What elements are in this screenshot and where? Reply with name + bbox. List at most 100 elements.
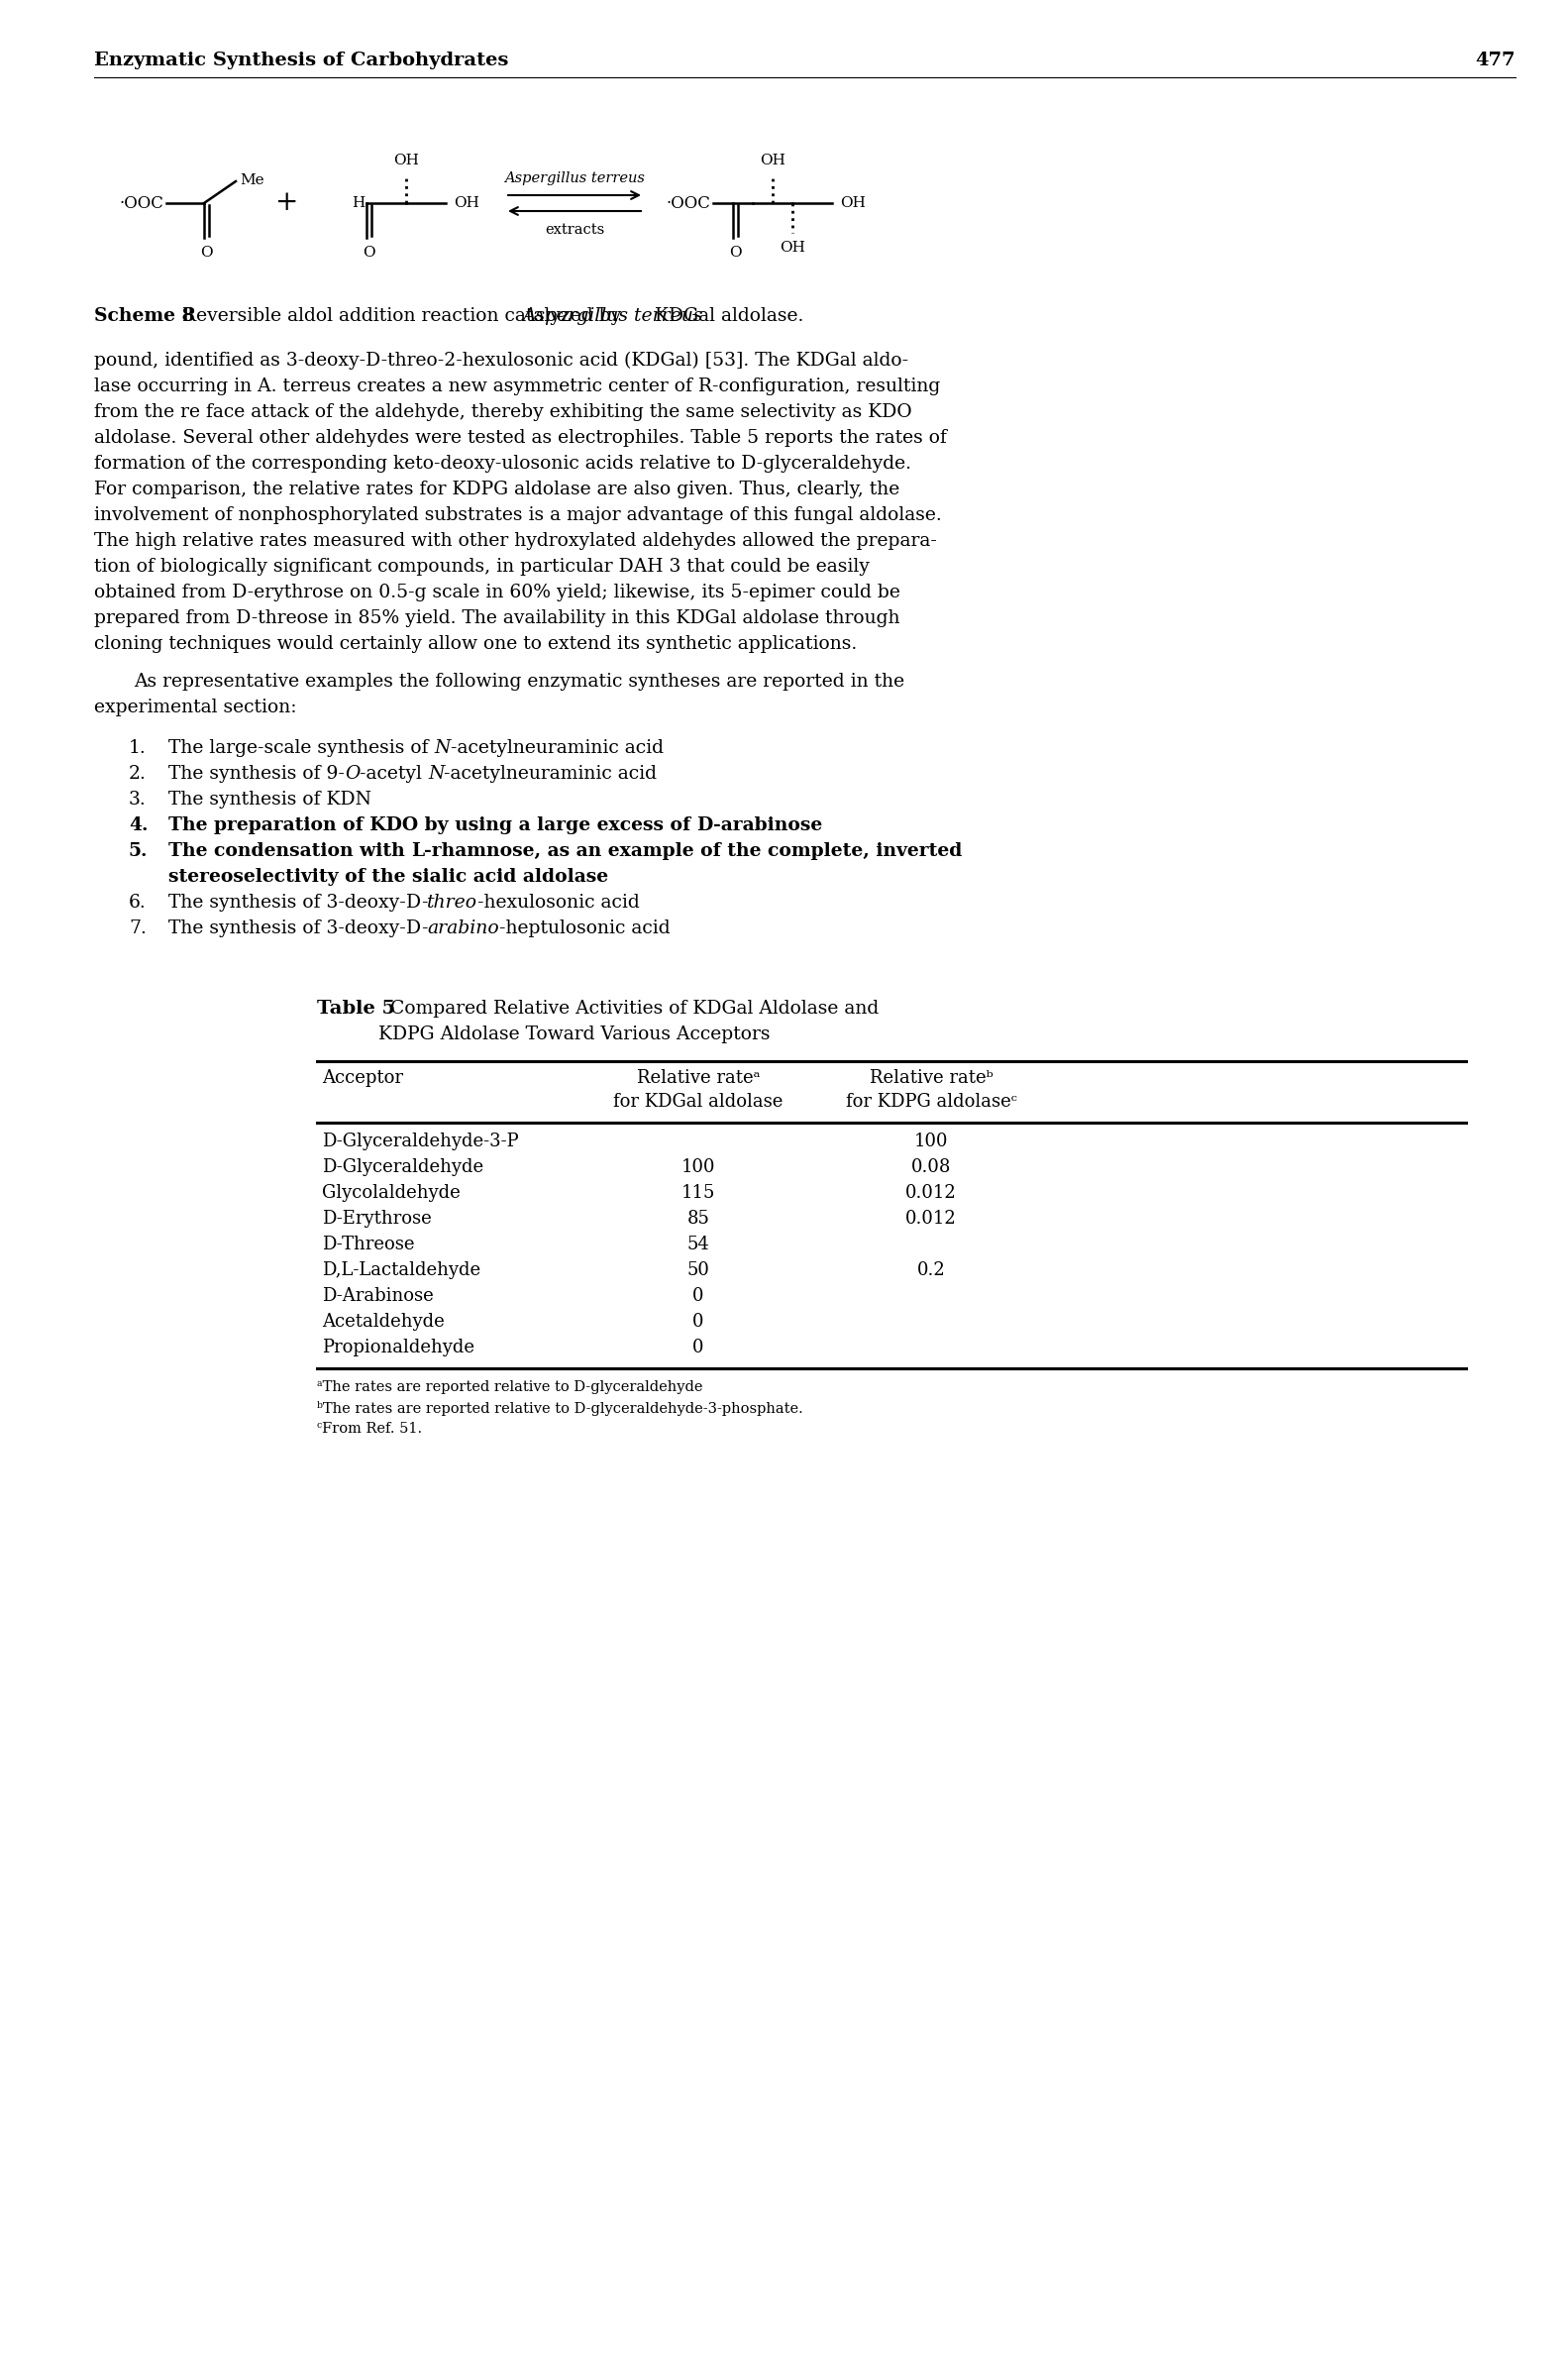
Text: Relative rateᵇ: Relative rateᵇ xyxy=(869,1070,993,1087)
Text: OH: OH xyxy=(453,195,480,209)
Text: The high relative rates measured with other hydroxylated aldehydes allowed the p: The high relative rates measured with ot… xyxy=(94,533,938,549)
Text: The large-scale synthesis of: The large-scale synthesis of xyxy=(168,740,434,756)
Text: D-Glyceraldehyde-3-P: D-Glyceraldehyde-3-P xyxy=(321,1132,519,1151)
Text: +: + xyxy=(276,190,299,216)
Text: Aspergillus terreus: Aspergillus terreus xyxy=(522,307,702,326)
Text: OH: OH xyxy=(760,155,786,166)
Text: L: L xyxy=(411,842,425,861)
Text: prepared from D-threose in 85% yield. The availability in this KDGal aldolase th: prepared from D-threose in 85% yield. Th… xyxy=(94,609,900,628)
Text: N: N xyxy=(428,766,444,782)
Text: ·OOC: ·OOC xyxy=(666,195,710,212)
Text: arabino: arabino xyxy=(428,920,499,937)
Text: D-Arabinose: D-Arabinose xyxy=(321,1286,434,1306)
Text: 477: 477 xyxy=(1475,52,1516,69)
Text: 4.: 4. xyxy=(129,816,147,835)
Text: OH: OH xyxy=(779,240,806,254)
Text: experimental section:: experimental section: xyxy=(94,699,296,716)
Text: 50: 50 xyxy=(687,1260,710,1279)
Text: -: - xyxy=(420,894,428,911)
Text: 54: 54 xyxy=(687,1237,710,1253)
Text: Enzymatic Synthesis of Carbohydrates: Enzymatic Synthesis of Carbohydrates xyxy=(94,52,508,69)
Text: O: O xyxy=(729,245,742,259)
Text: 0.012: 0.012 xyxy=(905,1184,956,1201)
Text: stereoselectivity of the sialic acid aldolase: stereoselectivity of the sialic acid ald… xyxy=(168,868,608,885)
Text: involvement of nonphosphorylated substrates is a major advantage of this fungal : involvement of nonphosphorylated substra… xyxy=(94,507,942,523)
Text: Relative rateᵃ: Relative rateᵃ xyxy=(637,1070,760,1087)
Text: pound, identified as 3-deoxy-D-threo-2-hexulosonic acid (KDGal) [53]. The KDGal : pound, identified as 3-deoxy-D-threo-2-h… xyxy=(94,352,908,371)
Text: The synthesis of KDN: The synthesis of KDN xyxy=(168,789,372,809)
Text: -arabinose: -arabinose xyxy=(713,816,822,835)
Text: The synthesis of 3-deoxy-: The synthesis of 3-deoxy- xyxy=(168,894,406,911)
Text: 0.012: 0.012 xyxy=(905,1210,956,1227)
Text: Compared Relative Activities of KDGal Aldolase and: Compared Relative Activities of KDGal Al… xyxy=(378,999,878,1018)
Text: Me: Me xyxy=(240,174,263,188)
Text: H: H xyxy=(351,195,364,209)
Text: -acetylneuraminic acid: -acetylneuraminic acid xyxy=(450,740,663,756)
Text: D-Threose: D-Threose xyxy=(321,1237,414,1253)
Text: aldolase. Several other aldehydes were tested as electrophiles. Table 5 reports : aldolase. Several other aldehydes were t… xyxy=(94,428,947,447)
Text: 0: 0 xyxy=(693,1313,704,1332)
Text: extracts: extracts xyxy=(544,224,604,238)
Text: -acetylneuraminic acid: -acetylneuraminic acid xyxy=(444,766,657,782)
Text: D-Erythrose: D-Erythrose xyxy=(321,1210,431,1227)
Text: -hexulosonic acid: -hexulosonic acid xyxy=(478,894,640,911)
Text: -rhamnose, as an example of the complete, inverted: -rhamnose, as an example of the complete… xyxy=(425,842,963,861)
Text: N: N xyxy=(434,740,450,756)
Text: Acceptor: Acceptor xyxy=(321,1070,403,1087)
Text: Propionaldehyde: Propionaldehyde xyxy=(321,1339,475,1355)
Text: 7.: 7. xyxy=(129,920,146,937)
Text: 0: 0 xyxy=(693,1339,704,1355)
Text: OH: OH xyxy=(840,195,866,209)
Text: formation of the corresponding keto-deoxy-ulosonic acids relative to D-glycerald: formation of the corresponding keto-deox… xyxy=(94,454,911,473)
Text: As representative examples the following enzymatic syntheses are reported in the: As representative examples the following… xyxy=(133,673,905,690)
Text: O: O xyxy=(199,245,212,259)
Text: 6.: 6. xyxy=(129,894,146,911)
Text: ·OOC: ·OOC xyxy=(119,195,163,212)
Text: D: D xyxy=(696,816,713,835)
Text: 0: 0 xyxy=(693,1286,704,1306)
Text: For comparison, the relative rates for KDPG aldolase are also given. Thus, clear: For comparison, the relative rates for K… xyxy=(94,480,900,499)
Text: Reversible aldol addition reaction catalyzed by: Reversible aldol addition reaction catal… xyxy=(171,307,627,326)
Text: 1.: 1. xyxy=(129,740,146,756)
Text: 2.: 2. xyxy=(129,766,146,782)
Text: ᶜFrom Ref. 51.: ᶜFrom Ref. 51. xyxy=(317,1422,422,1436)
Text: OH: OH xyxy=(394,155,419,166)
Text: 115: 115 xyxy=(681,1184,715,1201)
Text: ᵇThe rates are reported relative to D-glyceraldehyde-3-phosphate.: ᵇThe rates are reported relative to D-gl… xyxy=(317,1401,803,1415)
Text: Scheme 8: Scheme 8 xyxy=(94,307,194,326)
Text: Table 5: Table 5 xyxy=(317,999,395,1018)
Text: The synthesis of 9-: The synthesis of 9- xyxy=(168,766,345,782)
Text: Glycolaldehyde: Glycolaldehyde xyxy=(321,1184,461,1201)
Text: 100: 100 xyxy=(914,1132,949,1151)
Text: obtained from D-erythrose on 0.5-g scale in 60% yield; likewise, its 5-epimer co: obtained from D-erythrose on 0.5-g scale… xyxy=(94,583,900,602)
Text: from the re face attack of the aldehyde, thereby exhibiting the same selectivity: from the re face attack of the aldehyde,… xyxy=(94,404,913,421)
Text: O: O xyxy=(345,766,359,782)
Text: D: D xyxy=(406,894,420,911)
Text: cloning techniques would certainly allow one to extend its synthetic application: cloning techniques would certainly allow… xyxy=(94,635,858,654)
Text: 85: 85 xyxy=(687,1210,710,1227)
Text: D-Glyceraldehyde: D-Glyceraldehyde xyxy=(321,1158,483,1177)
Text: -acetyl: -acetyl xyxy=(359,766,428,782)
Text: The synthesis of 3-deoxy-: The synthesis of 3-deoxy- xyxy=(168,920,406,937)
Text: KDGal aldolase.: KDGal aldolase. xyxy=(649,307,804,326)
Text: KDPG Aldolase Toward Various Acceptors: KDPG Aldolase Toward Various Acceptors xyxy=(378,1025,770,1044)
Text: 0.2: 0.2 xyxy=(917,1260,946,1279)
Text: lase occurring in A. terreus creates a new asymmetric center of R-configuration,: lase occurring in A. terreus creates a n… xyxy=(94,378,941,395)
Text: ᵃThe rates are reported relative to D-glyceraldehyde: ᵃThe rates are reported relative to D-gl… xyxy=(317,1379,702,1394)
Text: D,L-Lactaldehyde: D,L-Lactaldehyde xyxy=(321,1260,480,1279)
Text: -heptulosonic acid: -heptulosonic acid xyxy=(499,920,670,937)
Text: D: D xyxy=(406,920,420,937)
Text: threo: threo xyxy=(428,894,478,911)
Text: for KDGal aldolase: for KDGal aldolase xyxy=(613,1094,782,1111)
Text: 0.08: 0.08 xyxy=(911,1158,952,1177)
Text: The preparation of KDO by using a large excess of: The preparation of KDO by using a large … xyxy=(168,816,696,835)
Text: for KDPG aldolaseᶜ: for KDPG aldolaseᶜ xyxy=(845,1094,1016,1111)
Text: Acetaldehyde: Acetaldehyde xyxy=(321,1313,444,1332)
Text: 100: 100 xyxy=(681,1158,715,1177)
Text: Aspergillus terreus: Aspergillus terreus xyxy=(505,171,644,185)
Text: tion of biologically significant compounds, in particular DAH 3 that could be ea: tion of biologically significant compoun… xyxy=(94,559,870,575)
Text: The condensation with: The condensation with xyxy=(168,842,411,861)
Text: O: O xyxy=(362,245,375,259)
Text: -: - xyxy=(420,920,428,937)
Text: 3.: 3. xyxy=(129,789,146,809)
